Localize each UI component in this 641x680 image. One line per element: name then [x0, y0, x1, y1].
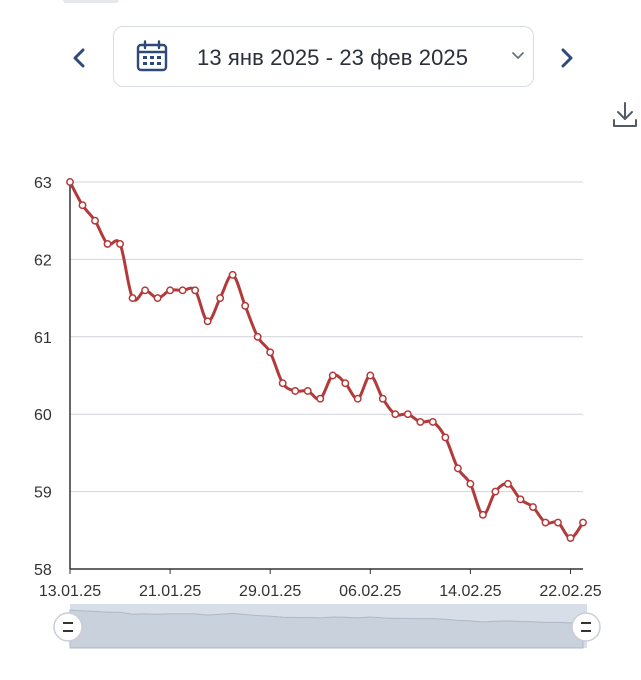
top-edge-fragment — [63, 0, 119, 3]
data-point — [241, 301, 250, 310]
x-tick-label: 29.01.25 — [239, 583, 301, 600]
y-tick-label: 63 — [34, 175, 52, 192]
y-tick-label: 59 — [34, 485, 52, 502]
date-range-select[interactable]: 13 янв 2025 - 23 фев 2025 — [113, 26, 534, 87]
chevron-right-icon — [561, 48, 573, 68]
data-point — [178, 286, 187, 295]
data-point — [103, 239, 112, 248]
data-point — [216, 294, 225, 303]
x-tick-label: 13.01.25 — [39, 583, 101, 600]
data-point — [579, 518, 587, 527]
data-point — [166, 286, 175, 295]
data-point — [228, 270, 237, 279]
x-tick-label: 06.02.25 — [339, 583, 401, 600]
x-tick-label: 22.02.25 — [539, 583, 601, 600]
line-chart: 58 59 60 61 62 63 13.01.25 21.01.25 29.01.25 06.0… — [34, 175, 602, 649]
y-tick-label: 58 — [34, 562, 52, 579]
x-tick-label: 14.02.25 — [439, 583, 501, 600]
data-point — [116, 239, 124, 248]
data-point — [66, 178, 74, 186]
data-point — [78, 201, 87, 210]
data-point — [516, 495, 525, 504]
data-point — [291, 387, 300, 395]
data-point — [203, 317, 212, 326]
data-point — [566, 534, 575, 542]
data-point — [503, 479, 512, 488]
data-point — [541, 518, 550, 527]
x-tick-label: 21.01.25 — [139, 583, 201, 600]
data-point — [316, 394, 325, 403]
data-point — [366, 371, 375, 380]
data-point — [128, 294, 137, 303]
y-tick-label: 62 — [34, 252, 52, 269]
data-point — [253, 332, 262, 341]
y-tick-label: 60 — [34, 407, 52, 424]
navigator-handle-right[interactable] — [571, 612, 601, 642]
data-point — [91, 216, 99, 225]
data-point — [529, 503, 537, 512]
y-tick-label: 61 — [34, 330, 52, 347]
data-point — [328, 371, 337, 380]
data-point — [554, 518, 562, 527]
chevron-left-icon — [73, 48, 85, 68]
download-button[interactable] — [611, 100, 639, 130]
data-point — [403, 410, 412, 419]
data-point — [466, 479, 475, 488]
data-point — [453, 464, 462, 473]
next-period-button[interactable] — [552, 40, 582, 76]
data-point — [491, 487, 500, 496]
data-point — [303, 387, 312, 395]
grip-handle-icon — [571, 612, 601, 642]
data-point — [341, 379, 350, 388]
data-point — [141, 286, 150, 295]
data-point — [266, 348, 275, 357]
data-point — [478, 510, 487, 519]
data-point — [191, 286, 200, 295]
prev-period-button[interactable] — [64, 40, 94, 76]
grip-handle-icon — [53, 612, 83, 642]
data-point — [416, 417, 425, 426]
data-point — [278, 379, 287, 388]
data-point — [378, 394, 387, 403]
data-point — [441, 433, 450, 442]
download-icon — [613, 102, 637, 127]
chevron-down-icon — [512, 52, 524, 59]
date-range-label: 13 янв 2025 - 23 фев 2025 — [197, 45, 469, 70]
data-point — [428, 417, 437, 426]
data-point — [391, 410, 400, 419]
data-point — [353, 394, 362, 403]
navigator-handle-left[interactable] — [53, 612, 83, 642]
data-point — [153, 294, 162, 303]
calendar-icon — [136, 40, 168, 72]
navigator-area — [69, 609, 584, 649]
